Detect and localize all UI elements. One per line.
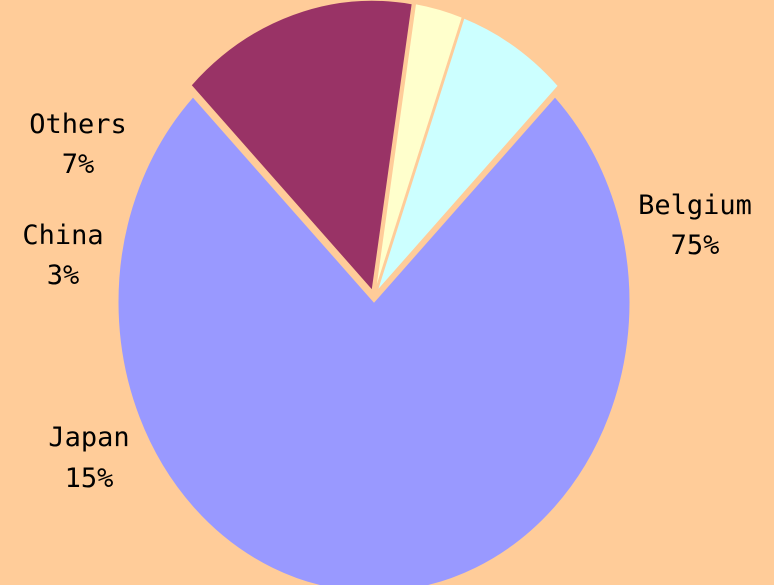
pie-slices <box>117 0 631 585</box>
slice-labels: Belgium 75% Japan 15% China 3% Others 7% <box>22 109 752 494</box>
slice-label-japan: Japan <box>48 422 129 453</box>
slice-percent-china: 3% <box>47 260 80 291</box>
slice-label-belgium: Belgium <box>638 190 752 221</box>
pie-slice-china <box>374 3 463 291</box>
slice-percent-japan: 15% <box>65 463 114 494</box>
slice-label-others: Others <box>29 109 127 140</box>
pie-slice-others <box>376 17 559 292</box>
pie-slice-belgium <box>117 96 631 585</box>
pie-slice-japan <box>190 0 413 292</box>
slice-percent-belgium: 75% <box>671 230 720 261</box>
slice-label-china: China <box>22 220 103 251</box>
slice-percent-others: 7% <box>62 149 95 180</box>
